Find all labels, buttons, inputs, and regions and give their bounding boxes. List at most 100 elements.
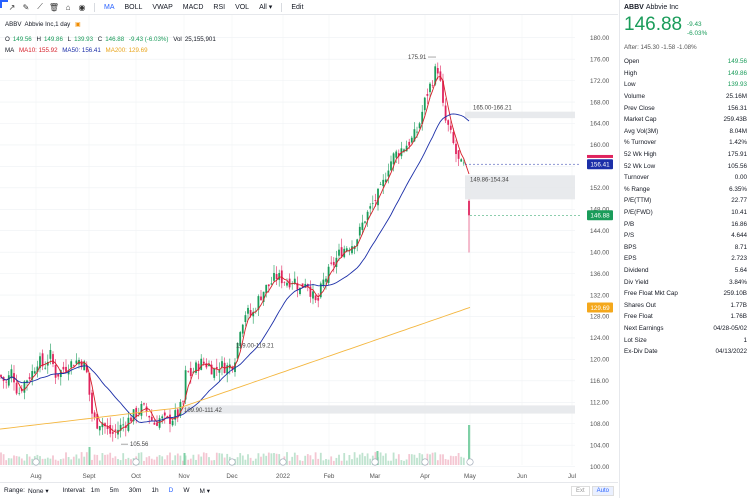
- x-tick-label: Apr: [420, 473, 430, 480]
- stat-value: 139.93: [727, 81, 747, 89]
- stat-value: 5.64: [734, 266, 747, 274]
- interval-5m[interactable]: 5m: [109, 487, 119, 494]
- interval-1h[interactable]: 1h: [151, 487, 159, 494]
- candle-body: [397, 153, 400, 157]
- candle-body: [257, 296, 260, 310]
- interval-30m[interactable]: 30m: [128, 487, 142, 494]
- event-marker-icon[interactable]: [228, 458, 236, 466]
- quote-symbol: ABBV: [624, 4, 644, 11]
- x-tick-label: Jul: [568, 473, 576, 480]
- volume-bar: [15, 456, 18, 465]
- volume-bar: [39, 456, 41, 465]
- event-marker-icon[interactable]: [371, 458, 379, 466]
- candle-body: [408, 141, 411, 146]
- eye-icon[interactable]: ◉: [78, 2, 86, 12]
- cursor-tool-icon[interactable]: ↗: [8, 2, 16, 12]
- trash-icon[interactable]: 🗑: [48, 2, 60, 12]
- candle-body: [163, 412, 166, 416]
- volume-bar: [41, 458, 44, 465]
- quote-stats: Open 149.56 High 149.86 Low 139.93 Volume 25.16…: [624, 56, 747, 357]
- candle-body: [174, 410, 177, 420]
- stat-value: 156.31: [727, 104, 747, 112]
- stat-value: 22.77: [731, 197, 747, 205]
- ma50-price-badge: 156.41: [590, 161, 610, 168]
- volume-bar: [429, 454, 431, 465]
- indicator-vol[interactable]: VOL: [235, 3, 250, 11]
- volume-bar: [330, 456, 333, 465]
- candle-body: [351, 246, 353, 254]
- candle-body: [340, 247, 343, 257]
- candle-body: [423, 97, 426, 111]
- volume-bar: [91, 459, 93, 465]
- chart-area[interactable]: 100.00 104.00 108.00 112.00 116.00 120.00 124.…: [0, 15, 618, 482]
- event-marker-icon[interactable]: [466, 458, 474, 466]
- volume-bar: [317, 458, 320, 465]
- y-tick-label: 116.00: [590, 378, 609, 385]
- low-label: L: [67, 36, 72, 43]
- event-marker-icon[interactable]: [421, 458, 429, 466]
- candle-body: [52, 354, 54, 365]
- volume-bar: [296, 455, 299, 465]
- indicator-rsi[interactable]: RSI: [213, 3, 226, 11]
- candle-body: [403, 149, 405, 152]
- volume-bar: [262, 453, 265, 465]
- open-value: 149.56: [12, 36, 32, 43]
- candle-body: [80, 361, 83, 368]
- lock-icon[interactable]: ⌂: [65, 2, 71, 12]
- candle-body: [23, 381, 26, 393]
- candle-body: [288, 278, 291, 288]
- indicator-all-dropdown[interactable]: All ▾: [259, 4, 273, 11]
- volume-bar: [174, 455, 177, 465]
- stat-row: Free Float Mkt Cap 259.10B: [624, 288, 747, 300]
- event-marker-icon[interactable]: [32, 458, 40, 466]
- pencil-tool-icon[interactable]: ✎: [22, 2, 30, 12]
- candle-body: [304, 283, 307, 288]
- stat-row: Shares Out 1.77B: [624, 299, 747, 311]
- volume-bar: [379, 452, 382, 465]
- ma50-price-badge-bg: [587, 159, 613, 170]
- volume-bar: [215, 452, 218, 465]
- stat-label: Volume: [624, 93, 646, 101]
- ma200-line: [0, 306, 471, 430]
- volume-bar: [364, 456, 366, 465]
- indicator-vwap[interactable]: VWAP: [152, 3, 173, 11]
- stat-value: 04/13/2022: [715, 348, 747, 356]
- volume-bar: [226, 453, 229, 465]
- range-select[interactable]: None ▾: [27, 487, 49, 495]
- event-marker-icon[interactable]: [279, 458, 287, 466]
- volume-bar: [343, 453, 346, 465]
- ma200-price-badge: 129.69: [590, 305, 610, 312]
- volume-bar: [218, 453, 221, 465]
- volume-bar: [109, 452, 112, 465]
- price-chart[interactable]: 100.00 104.00 108.00 112.00 116.00 120.00 124.…: [0, 15, 618, 482]
- auto-toggle[interactable]: Auto: [591, 486, 614, 496]
- interval-m[interactable]: M ▾: [199, 487, 211, 495]
- volume-bar: [468, 425, 471, 465]
- volume-bar: [236, 457, 239, 465]
- volume-bar: [163, 459, 166, 465]
- edit-button[interactable]: Edit: [291, 3, 304, 11]
- event-marker-icon[interactable]: [132, 458, 140, 466]
- interval-1m[interactable]: 1m: [90, 487, 100, 494]
- volume-bar: [439, 454, 442, 465]
- corner-marker: [0, 0, 8, 8]
- interval-w[interactable]: W: [183, 487, 190, 494]
- measure-tool-icon[interactable]: ⟋: [37, 2, 43, 11]
- indicator-macd[interactable]: MACD: [182, 3, 204, 11]
- volume-bar: [249, 457, 252, 465]
- stat-label: Dividend: [624, 266, 649, 274]
- candle-body: [85, 364, 88, 373]
- volume-bar: [96, 454, 99, 465]
- volume-bar: [166, 455, 169, 465]
- volume-bar: [57, 460, 60, 465]
- interval-d[interactable]: D: [168, 487, 174, 494]
- indicator-boll[interactable]: BOLL: [124, 3, 143, 11]
- volume-bar: [382, 455, 385, 465]
- candle-body: [322, 279, 325, 286]
- stat-row: Prev Close 156.31: [624, 102, 747, 114]
- volume-bar: [273, 452, 275, 465]
- ext-toggle[interactable]: Ext: [570, 486, 590, 496]
- legend-settings-icon[interactable]: ▣: [75, 21, 81, 28]
- indicator-ma[interactable]: MA: [104, 3, 115, 11]
- candle-body: [319, 283, 322, 298]
